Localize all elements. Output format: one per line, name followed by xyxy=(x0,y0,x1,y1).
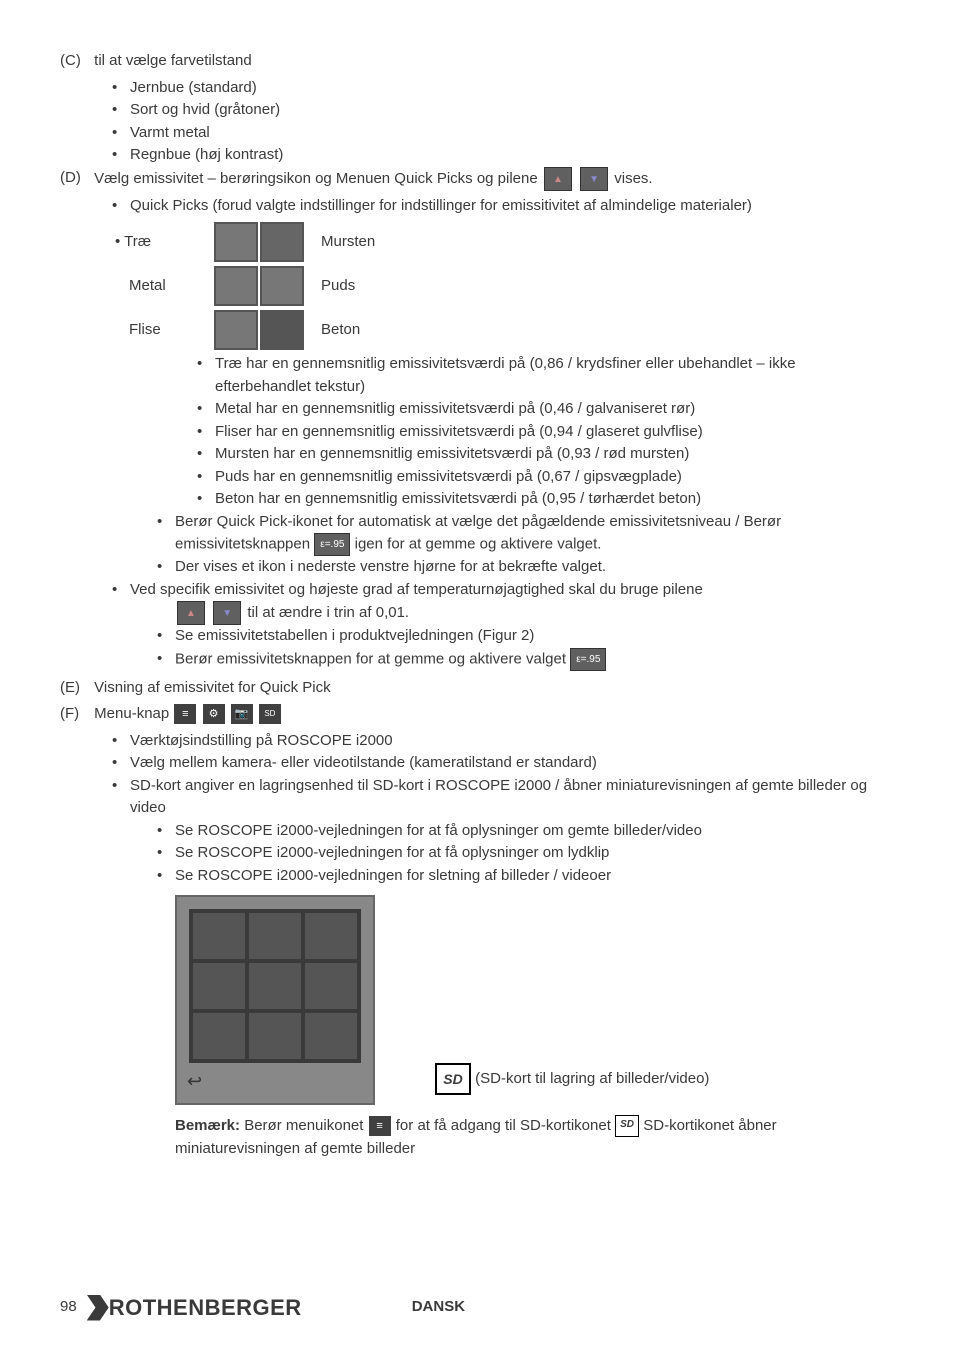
c-item-2: Varmt metal xyxy=(130,122,894,145)
mat-l-2: Flise xyxy=(129,321,161,338)
label-e: (E) xyxy=(60,677,90,700)
touch-after: igen for at gemme og aktivere valget. xyxy=(355,535,602,552)
emis-2: Fliser har en gennemsnitlig emissivitets… xyxy=(215,421,894,444)
c-item-0: Jernbue (standard) xyxy=(130,77,894,100)
mat-l-0: Træ xyxy=(124,233,151,250)
section-d: (D) Vælg emissivitet – berøringsikon og … xyxy=(60,167,894,191)
sd-card-icon-sm: SD xyxy=(615,1115,639,1137)
gear-icon: ⚙ xyxy=(203,704,225,724)
mat-r-1: Puds xyxy=(321,275,411,298)
section-f: (F) Menu-knap ≡ ⚙ 📷 SD xyxy=(60,703,894,726)
section-e: (E) Visning af emissivitet for Quick Pic… xyxy=(60,677,894,700)
thumbnail-row: ↩ SD (SD-kort til lagring af billeder/vi… xyxy=(60,887,894,1105)
c-item-1: Sort og hvid (gråtoner) xyxy=(130,99,894,122)
label-d: (D) xyxy=(60,167,90,190)
emis-3: Mursten har en gennemsnitlig emissivitet… xyxy=(215,443,894,466)
touch-line: Berør Quick Pick-ikonet for automatisk a… xyxy=(175,511,894,557)
language-label: DANSK xyxy=(412,1296,465,1319)
emis-4: Puds har en gennemsnitlig emissivitetsvæ… xyxy=(215,466,894,489)
menu-list-icon: ≡ xyxy=(174,704,196,724)
section-c: (C) til at vælge farvetilstand xyxy=(60,50,894,73)
specific-after: til at ændre i trin af 0,01. xyxy=(247,604,409,621)
specific-intro: Ved specifik emissivitet og højeste grad… xyxy=(130,579,894,602)
f-sub-1: Se ROSCOPE i2000-vejledningen for at få … xyxy=(175,842,894,865)
d-before: Vælg emissivitet – berøringsikon og Menu… xyxy=(94,169,538,186)
sd-mini-icon: SD xyxy=(259,704,281,724)
save-before: Berør emissivitetsknappen for at gemme o… xyxy=(175,650,566,667)
sd-card-icon: SD xyxy=(435,1063,471,1095)
brand-name: ROTHENBERGER xyxy=(109,1291,302,1324)
text-c: til at vælge farvetilstand xyxy=(94,52,252,69)
mat-r-2: Beton xyxy=(321,319,411,342)
quick-intro: Quick Picks (forud valgte indstillinger … xyxy=(130,195,894,218)
arrow-up-icon-2 xyxy=(177,601,205,625)
label-c: (C) xyxy=(60,50,90,73)
material-grid: • Træ Mursten Metal Puds Flise Beton xyxy=(115,221,894,351)
sd-caption: (SD-kort til lagring af billeder/video) xyxy=(475,1070,709,1087)
note-mid: for at få adgang til SD-kortikonet xyxy=(396,1117,611,1134)
d-after: vises. xyxy=(614,169,652,186)
text-f: Menu-knap xyxy=(94,705,169,722)
mat-r-0: Mursten xyxy=(321,231,411,254)
emis-5: Beton har en gennemsnitlig emissivitetsv… xyxy=(215,488,894,511)
arrow-down-icon xyxy=(580,167,608,191)
page-footer: 98 ROTHENBERGER DANSK xyxy=(60,1291,894,1324)
text-e: Visning af emissivitet for Quick Pick xyxy=(94,679,330,696)
f-item-0: Værktøjsindstilling på ROSCOPE i2000 xyxy=(130,730,894,753)
logo-icon xyxy=(87,1295,109,1321)
f-item-2: SD-kort angiver en lagringsenhed til SD-… xyxy=(130,775,894,820)
specific-arrows: til at ændre i trin af 0,01. xyxy=(175,601,894,625)
eps-icon: ε=.95 xyxy=(314,533,350,556)
f-sub-0: Se ROSCOPE i2000-vejledningen for at få … xyxy=(175,820,894,843)
note-line: Bemærk: Berør menuikonet ≡ for at få adg… xyxy=(175,1115,894,1160)
save-line: Berør emissivitetsknappen for at gemme o… xyxy=(175,648,894,671)
arrow-up-icon xyxy=(544,167,572,191)
note-before: Berør menuikonet xyxy=(244,1117,363,1134)
mat-l-1: Metal xyxy=(129,277,166,294)
see-table: Se emissivitetstabellen i produktvejledn… xyxy=(175,625,894,648)
emis-1: Metal har en gennemsnitlig emissivitetsv… xyxy=(215,398,894,421)
page-number: 98 xyxy=(60,1296,77,1319)
emis-0: Træ har en gennemsnitlig emissivitetsvær… xyxy=(215,353,894,398)
confirm: Der vises et ikon i nederste venstre hjø… xyxy=(175,556,894,579)
arrow-down-icon-2 xyxy=(213,601,241,625)
menu-list-icon-2: ≡ xyxy=(369,1116,391,1136)
back-arrow-icon: ↩ xyxy=(187,1068,202,1095)
c-item-3: Regnbue (høj kontrast) xyxy=(130,144,894,167)
camera-icon: 📷 xyxy=(231,704,253,724)
label-f: (F) xyxy=(60,703,90,726)
eps-icon-2: ε=.95 xyxy=(570,648,606,671)
f-sub-2: Se ROSCOPE i2000-vejledningen for sletni… xyxy=(175,865,894,888)
f-item-1: Vælg mellem kamera- eller videotilstande… xyxy=(130,752,894,775)
note-bold: Bemærk: xyxy=(175,1117,240,1134)
thumbnail-preview: ↩ xyxy=(175,895,375,1105)
